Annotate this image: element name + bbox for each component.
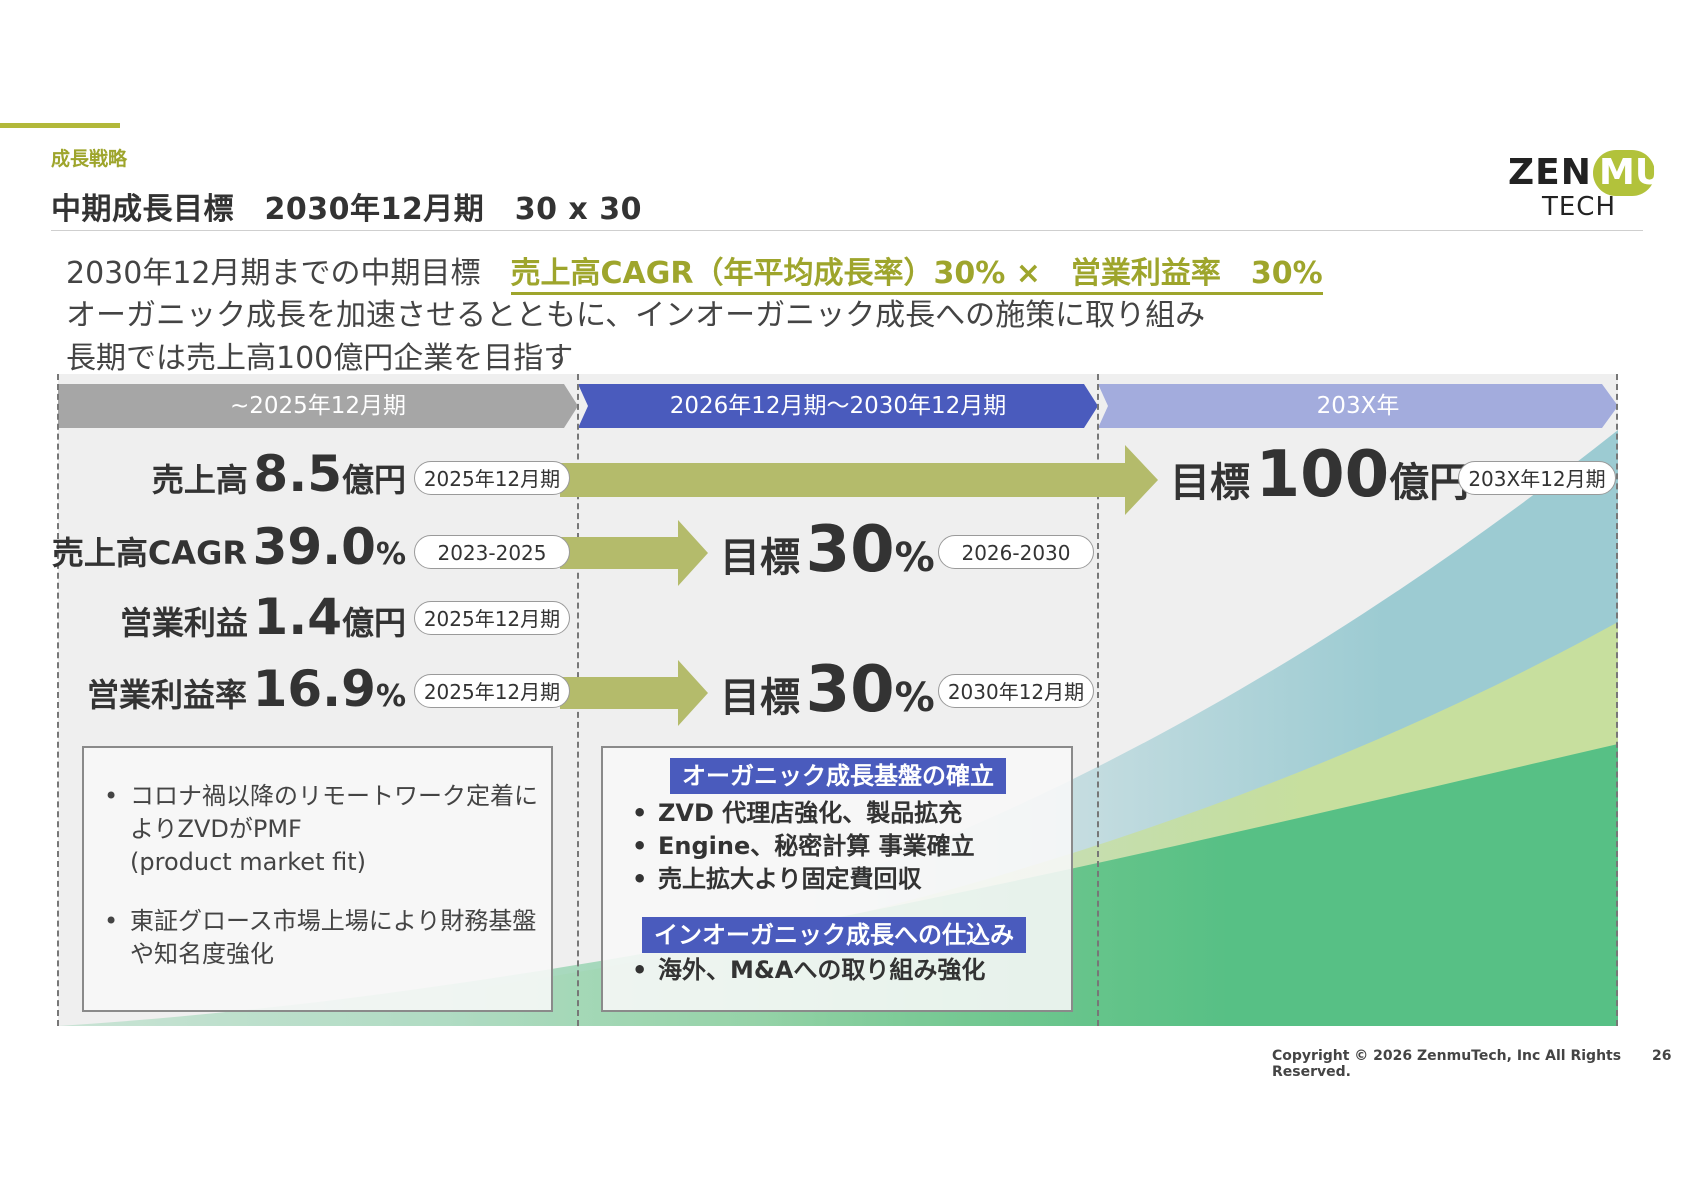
metric-cagr-label: 売上高CAGR [51, 534, 247, 572]
metric-op-profit-unit: 億円 [341, 604, 406, 642]
page-title: 中期成長目標 2030年12月期 30 x 30 [51, 192, 642, 227]
section-label: 成長戦略 [51, 148, 128, 170]
metric-sales-period: 2025年12月期 [414, 461, 570, 495]
metric-sales-unit: 億円 [341, 461, 406, 499]
metric-op-margin-label: 営業利益率 [86, 676, 247, 714]
target-cagr-unit: % [894, 535, 935, 581]
growth-curves [58, 430, 1618, 1026]
page-number: 26 [1652, 1048, 1672, 1064]
inorganic-list: 海外、M&Aへの取り組み強化 [628, 954, 1068, 987]
target-op-margin: 目標 30% [720, 653, 935, 727]
target-sales-long-value: 100 [1255, 438, 1390, 512]
organic-list: ZVD 代理店強化、製品拡充 Engine、秘密計算 事業確立 売上拡大より固定… [628, 797, 1068, 896]
target-cagr: 目標 30% [720, 513, 935, 587]
inorganic-item: 海外、M&Aへの取り組み強化 [628, 954, 1068, 987]
phase-label-1: ~2025年12月期 [229, 393, 407, 419]
metric-op-profit: 営業利益 1.4億円 [120, 588, 406, 646]
divider-left [57, 374, 59, 1026]
organic-item: Engine、秘密計算 事業確立 [628, 830, 1068, 863]
phase-arrow-1 [58, 384, 578, 428]
metric-cagr-unit: % [375, 537, 406, 572]
logo-text-tech: TECH [1542, 192, 1617, 222]
metric-op-profit-label: 営業利益 [119, 604, 248, 642]
metric-cagr: 売上高CAGR 39.0% [52, 518, 406, 576]
header-accent-line [0, 123, 120, 128]
phase-arrow-2 [578, 384, 1098, 428]
arrow-cagr [560, 520, 708, 586]
growth-area-green [58, 744, 1618, 1026]
target-cagr-value: 30 [805, 513, 895, 587]
metric-sales: 売上高 8.5億円 [152, 445, 406, 503]
organic-item: 売上拡大より固定費回収 [628, 863, 1068, 896]
phase-label-3: 203X年 [1316, 393, 1400, 419]
target-op-margin-value: 30 [805, 653, 895, 727]
metric-op-margin: 営業利益率 16.9% [87, 660, 406, 718]
target-cagr-period: 2026-2030 [938, 535, 1094, 569]
target-op-margin-label: 目標 [720, 675, 800, 721]
arrow-sales-long [560, 445, 1158, 515]
metric-op-profit-period: 2025年12月期 [414, 601, 570, 635]
left-note-item: コロナ禍以降のリモートワーク定着によりZVDがPMF (product mark… [100, 780, 540, 879]
divider-right [1616, 374, 1618, 1026]
logo-badge: MU [1593, 150, 1664, 196]
target-sales-long: 目標 100億円 [1170, 438, 1469, 512]
metric-op-margin-value: 16.9 [252, 660, 376, 718]
metric-op-margin-unit: % [375, 679, 406, 714]
logo-text-zen: ZEN [1508, 152, 1592, 193]
company-logo: ZEN MU TECH [1508, 150, 1664, 222]
target-op-margin-unit: % [894, 675, 935, 721]
target-sales-long-unit: 億円 [1389, 460, 1470, 506]
left-note-list: コロナ禍以降のリモートワーク定着によりZVDがPMF (product mark… [100, 780, 540, 997]
inorganic-title: インオーガニック成長への仕込み [642, 917, 1026, 953]
metric-sales-value: 8.5 [253, 445, 342, 503]
target-sales-long-label: 目標 [1170, 460, 1250, 506]
target-op-margin-period: 2030年12月期 [938, 674, 1094, 708]
arrow-op-margin [560, 660, 708, 726]
target-sales-long-period: 203X年12月期 [1458, 461, 1616, 495]
metric-sales-label: 売上高 [151, 461, 248, 499]
lead-highlight: 売上高CAGR（年平均成長率）30% × 営業利益率 30% [510, 256, 1323, 295]
metric-cagr-period: 2023-2025 [414, 535, 570, 569]
divider-2 [1097, 374, 1099, 1026]
metric-cagr-value: 39.0 [252, 518, 376, 576]
logo-text-mu: MU [1599, 152, 1665, 193]
footer-copyright: Copyright © 2026 ZenmuTech, Inc All Righ… [1272, 1048, 1622, 1080]
phase-header [58, 384, 1618, 428]
lead-line-1-prefix: 2030年12月期までの中期目標 [66, 256, 511, 291]
phase-arrow-3 [1098, 384, 1618, 428]
metric-op-margin-period: 2025年12月期 [414, 674, 570, 708]
lead-line-2: オーガニック成長を加速させるとともに、インオーガニック成長への施策に取り組み [66, 298, 1206, 333]
target-cagr-label: 目標 [720, 535, 800, 581]
lead-line-3: 長期では売上高100億円企業を目指す [66, 341, 574, 376]
header-divider [51, 230, 1643, 231]
left-note-item: 東証グロース市場上場により財務基盤や知名度強化 [100, 905, 540, 971]
metric-op-profit-value: 1.4 [253, 588, 342, 646]
organic-title: オーガニック成長基盤の確立 [670, 758, 1006, 794]
organic-item: ZVD 代理店強化、製品拡充 [628, 797, 1068, 830]
lead-line-1: 2030年12月期までの中期目標 売上高CAGR（年平均成長率）30% × 営業… [66, 248, 1323, 295]
phase-label-2: 2026年12月期〜2030年12月期 [669, 393, 1007, 419]
